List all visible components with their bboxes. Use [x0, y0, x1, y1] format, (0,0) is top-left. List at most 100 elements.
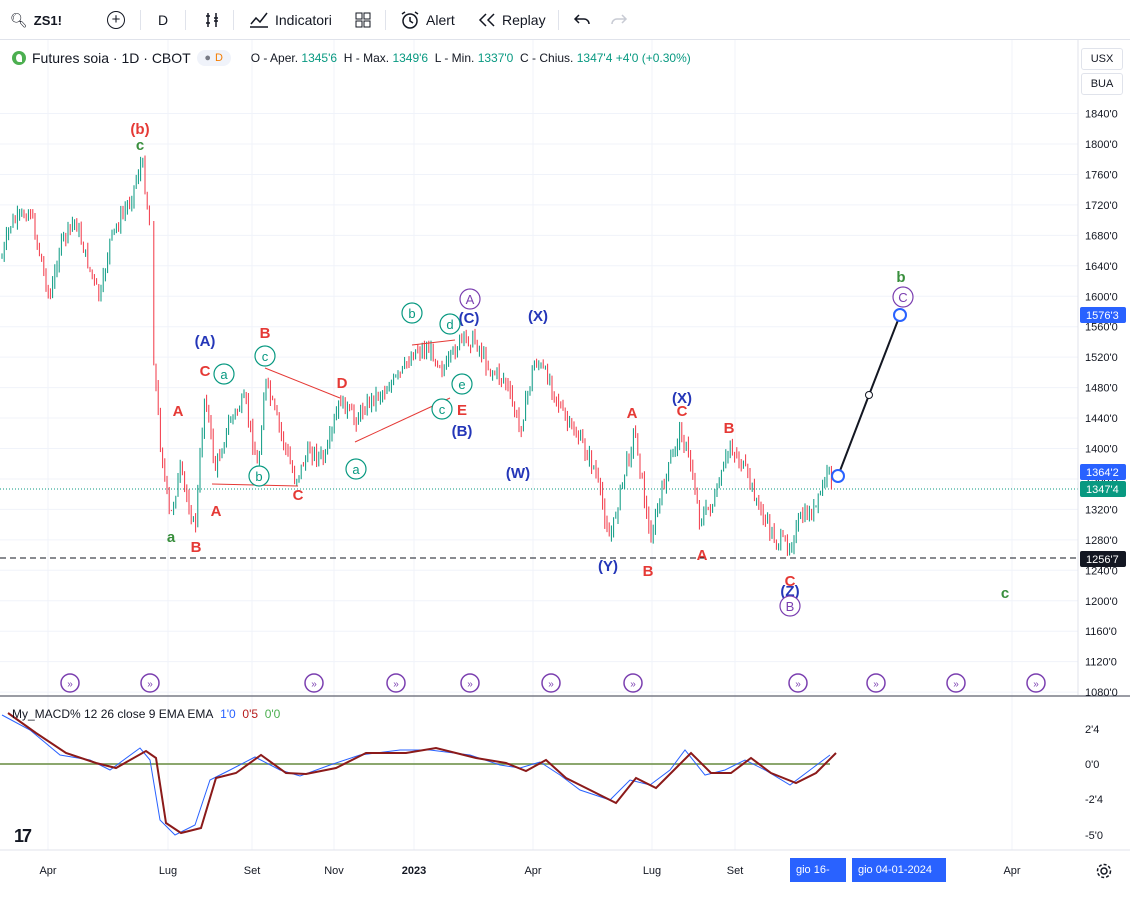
wave-label: B — [191, 539, 202, 556]
price-tick-label: 1440'0 — [1085, 413, 1118, 425]
wave-label: C — [293, 487, 304, 504]
grid-icon — [355, 12, 371, 28]
event-marker-icon — [788, 673, 808, 693]
wave-circle — [892, 286, 914, 308]
event-marker-icon — [541, 673, 561, 693]
time-tick-label: Apr — [524, 865, 541, 877]
symbol-label: ZS1! — [33, 12, 62, 28]
macd-legend: My_MACD% 12 26 close 9 EMA EMA 1'0 0'5 0… — [12, 707, 281, 721]
tradingview-logo[interactable]: 17 — [14, 826, 32, 846]
candlesticks — [1, 155, 832, 556]
wave-label: (X) — [528, 308, 548, 325]
alert-label: Alert — [426, 12, 455, 28]
price-tick-label: 1640'0 — [1085, 261, 1118, 273]
wave-label: (b) — [130, 121, 149, 138]
event-marker-icon — [623, 673, 643, 693]
interval-label: D — [158, 12, 169, 28]
event-marker-glyph: » — [1033, 679, 1039, 690]
macd-signal-line — [7, 712, 837, 835]
replay-button[interactable]: Replay — [478, 8, 546, 32]
wave-circle-label: b — [255, 469, 262, 484]
symbol-legend: Futures soia · 1D · CBOT ● D O - Aper. 13… — [12, 50, 691, 66]
divider — [385, 10, 386, 30]
event-marker-glyph: » — [393, 679, 399, 690]
price-tick-label: 1680'0 — [1085, 230, 1118, 242]
currency-selector[interactable]: USX — [1081, 48, 1123, 70]
redo-button[interactable] — [610, 8, 628, 32]
compare-button[interactable]: + — [107, 8, 125, 32]
price-label: 1576'3 — [1086, 310, 1119, 322]
layouts-button[interactable] — [354, 8, 372, 32]
top-toolbar: 🔍︎ ZS1! + D Indicatori Alert Replay — [0, 0, 1130, 40]
trend-line — [264, 367, 341, 399]
price-tick-label: 1120'0 — [1085, 657, 1117, 669]
wave-circle-label: B — [786, 599, 795, 614]
price-label: 1256'7 — [1086, 554, 1119, 566]
market-status-badge[interactable]: ● D — [196, 50, 231, 66]
symbol-title[interactable]: Futures soia · 1D · CBOT — [32, 50, 191, 66]
price-tick-label: 1840'0 — [1085, 109, 1118, 121]
wave-circle-label: A — [466, 292, 475, 307]
plus-circle-icon: + — [107, 11, 125, 29]
wave-label: (W) — [506, 465, 530, 482]
symbol-search[interactable]: 🔍︎ ZS1! — [10, 8, 62, 32]
price-tick-label: 1720'0 — [1085, 200, 1118, 212]
event-marker-icon — [1026, 673, 1046, 693]
event-marker-icon — [60, 673, 80, 693]
wave-label: C — [677, 403, 688, 420]
time-tick-label: Nov — [324, 865, 344, 877]
price-label: 1347'4 — [1086, 484, 1119, 496]
alarm-clock-icon — [401, 11, 419, 29]
search-icon: 🔍︎ — [10, 11, 28, 28]
price-tick-label: 1760'0 — [1085, 169, 1118, 181]
time-tick-label: Set — [244, 865, 261, 877]
price-tick-label: 1280'0 — [1085, 535, 1118, 547]
event-marker-glyph: » — [147, 679, 153, 690]
gear-icon — [1096, 863, 1112, 879]
interval-button[interactable]: D — [158, 8, 168, 32]
settings-button[interactable] — [1096, 863, 1112, 884]
wave-label: B — [724, 420, 735, 437]
undo-button[interactable] — [573, 8, 591, 32]
divider — [233, 10, 234, 30]
wave-label: A — [211, 503, 222, 520]
wave-label: C — [785, 573, 796, 590]
price-tick-label: 1480'0 — [1085, 383, 1118, 395]
wave-circle — [213, 363, 235, 385]
indicators-button[interactable]: Indicatori — [249, 8, 332, 32]
event-marker-glyph: » — [311, 679, 317, 690]
chart-type-button[interactable] — [203, 8, 221, 32]
symbol-logo-icon — [12, 51, 26, 65]
wave-circle-label: d — [446, 317, 453, 332]
wave-label: a — [167, 529, 176, 546]
alert-button[interactable]: Alert — [400, 8, 455, 32]
wave-circle — [451, 373, 473, 395]
wave-label: E — [457, 402, 467, 419]
wave-circle-label: e — [458, 377, 465, 392]
macd-pane: 2'4 0'0 -2'4 -5'0 — [0, 712, 1103, 842]
wave-circle-label: b — [408, 306, 415, 321]
time-tick-label: Lug — [643, 865, 661, 877]
unit-selector[interactable]: BUA — [1081, 73, 1123, 95]
price-tick-label: 1200'0 — [1085, 596, 1118, 608]
indicators-icon — [250, 12, 268, 28]
event-marker-glyph: » — [548, 679, 554, 690]
event-marker-icon — [386, 673, 406, 693]
projection-point — [865, 391, 873, 399]
wave-label: (B) — [452, 423, 473, 440]
time-tick-label: Set — [727, 865, 744, 877]
price-tick-label: 1320'0 — [1085, 504, 1118, 516]
candles-icon — [206, 13, 218, 27]
rewind-icon — [478, 13, 495, 27]
wave-circle — [439, 313, 461, 335]
price-tick-label: 1080'0 — [1085, 687, 1118, 699]
wave-circle — [431, 398, 453, 420]
time-tick-label: 2023 — [402, 865, 426, 877]
wave-label: (Z) — [780, 583, 799, 600]
wave-circle-label: a — [352, 462, 360, 477]
event-marker-icon — [866, 673, 886, 693]
event-marker-glyph: » — [630, 679, 636, 690]
wave-label: A — [173, 403, 184, 420]
